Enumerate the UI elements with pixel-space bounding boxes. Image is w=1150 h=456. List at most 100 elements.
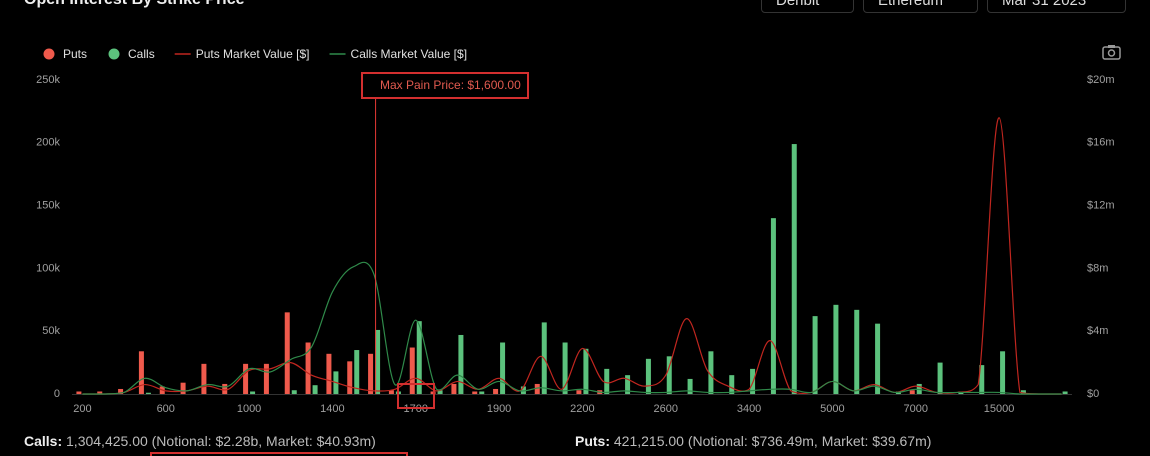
bar bbox=[687, 378, 693, 394]
bar bbox=[583, 348, 589, 394]
y-tick-label: 0 bbox=[54, 388, 60, 400]
x-tick-label: 200 bbox=[73, 403, 91, 415]
bar bbox=[909, 390, 915, 394]
bar bbox=[354, 350, 360, 394]
bar bbox=[812, 316, 818, 394]
y-tick-label: 100k bbox=[36, 262, 60, 274]
bar bbox=[472, 391, 478, 394]
y-tick-label: 150k bbox=[36, 200, 60, 212]
bar bbox=[76, 391, 82, 394]
bar bbox=[388, 390, 394, 394]
y2-tick-label: $12m bbox=[1087, 200, 1115, 212]
bar bbox=[250, 391, 256, 394]
bar bbox=[875, 323, 881, 394]
bar bbox=[347, 361, 353, 394]
bar bbox=[1000, 351, 1006, 394]
legend-label: Puts Market Value [$] bbox=[196, 47, 310, 61]
bar bbox=[500, 342, 506, 394]
calls-summary: Calls: 1,304,425.00 (Notional: $2.28b, M… bbox=[24, 433, 376, 449]
x-tick-label: 1400 bbox=[320, 403, 344, 415]
puts-text: 421,215.00 (Notional: $736.49m, Market: … bbox=[613, 433, 932, 449]
bar bbox=[979, 365, 985, 394]
puts-summary: Puts: 421,215.00 (Notional: $736.49m, Ma… bbox=[575, 433, 931, 449]
annotation: Max Pain Price: $1,600.00 bbox=[380, 78, 521, 92]
x-tick-label: 15000 bbox=[984, 403, 1015, 415]
y-tick-label: 250k bbox=[36, 74, 60, 86]
bar bbox=[409, 347, 415, 394]
bar bbox=[1062, 391, 1068, 394]
bar bbox=[284, 312, 290, 394]
bar bbox=[416, 321, 422, 394]
x-tick-label: 2600 bbox=[654, 403, 678, 415]
filter[interactable]: Mar 31 2023 bbox=[987, 0, 1126, 13]
bar bbox=[326, 353, 332, 394]
x-tick-label: 1900 bbox=[487, 403, 511, 415]
puts-label: Puts: bbox=[575, 433, 610, 449]
bar bbox=[645, 358, 651, 394]
x-tick-label: 600 bbox=[157, 403, 175, 415]
bar bbox=[263, 363, 269, 394]
bar bbox=[562, 342, 568, 394]
bar bbox=[97, 391, 103, 394]
bar bbox=[493, 388, 499, 394]
bar bbox=[666, 356, 672, 394]
y2-tick-label: $4m bbox=[1087, 325, 1108, 337]
bar bbox=[534, 383, 540, 394]
bar bbox=[458, 334, 464, 394]
x-tick-label: 2200 bbox=[570, 403, 594, 415]
title: Open Interest By Strike Price bbox=[24, 0, 245, 9]
bar bbox=[375, 329, 381, 394]
bar bbox=[520, 386, 526, 394]
y-tick-label: 200k bbox=[36, 137, 60, 149]
bar bbox=[222, 383, 228, 394]
line-series bbox=[82, 117, 1062, 395]
legend-dot bbox=[108, 48, 120, 60]
bar bbox=[201, 363, 207, 394]
y2-tick-label: $20m bbox=[1087, 74, 1115, 86]
filter[interactable]: Ethereum bbox=[863, 0, 978, 13]
bar bbox=[1020, 390, 1026, 394]
x-tick-label: 5000 bbox=[820, 403, 844, 415]
highlight-box bbox=[397, 383, 435, 409]
bar bbox=[451, 383, 457, 394]
annotation-box bbox=[361, 72, 529, 99]
line-series bbox=[82, 261, 1062, 395]
bar bbox=[791, 144, 797, 394]
y2-tick-label: $8m bbox=[1087, 262, 1108, 274]
bar bbox=[770, 218, 776, 394]
bar bbox=[180, 382, 186, 394]
y2-tick-label: $0 bbox=[1087, 388, 1099, 400]
bar bbox=[312, 385, 318, 394]
calls-label: Calls: bbox=[24, 433, 63, 449]
bar bbox=[291, 390, 297, 394]
bar bbox=[138, 351, 144, 394]
legend-label: Calls Market Value [$] bbox=[351, 47, 468, 61]
legend-label: Calls bbox=[128, 47, 155, 61]
bar bbox=[305, 342, 311, 394]
camera-icon[interactable] bbox=[1102, 45, 1121, 60]
bar bbox=[118, 388, 124, 394]
bar bbox=[479, 391, 485, 394]
calls-text: 1,304,425.00 (Notional: $2.28b, Market: … bbox=[66, 433, 376, 449]
bar bbox=[576, 390, 582, 394]
y-tick-label: 50k bbox=[42, 325, 60, 337]
bar bbox=[854, 309, 860, 394]
bar bbox=[937, 362, 943, 394]
y2-tick-label: $16m bbox=[1087, 137, 1115, 149]
bar bbox=[368, 353, 374, 394]
bar bbox=[729, 375, 735, 394]
bar bbox=[708, 351, 714, 394]
bar bbox=[243, 363, 249, 394]
bar bbox=[833, 304, 839, 394]
filter[interactable]: Deribit bbox=[761, 0, 854, 13]
bar bbox=[625, 375, 631, 394]
legend-label: Puts bbox=[63, 47, 87, 61]
bar bbox=[145, 392, 151, 394]
highlight-box bbox=[150, 452, 408, 456]
x-tick-label: 7000 bbox=[904, 403, 928, 415]
legend-dot bbox=[43, 48, 55, 60]
x-tick-label: 1000 bbox=[237, 403, 261, 415]
bar bbox=[437, 390, 443, 394]
